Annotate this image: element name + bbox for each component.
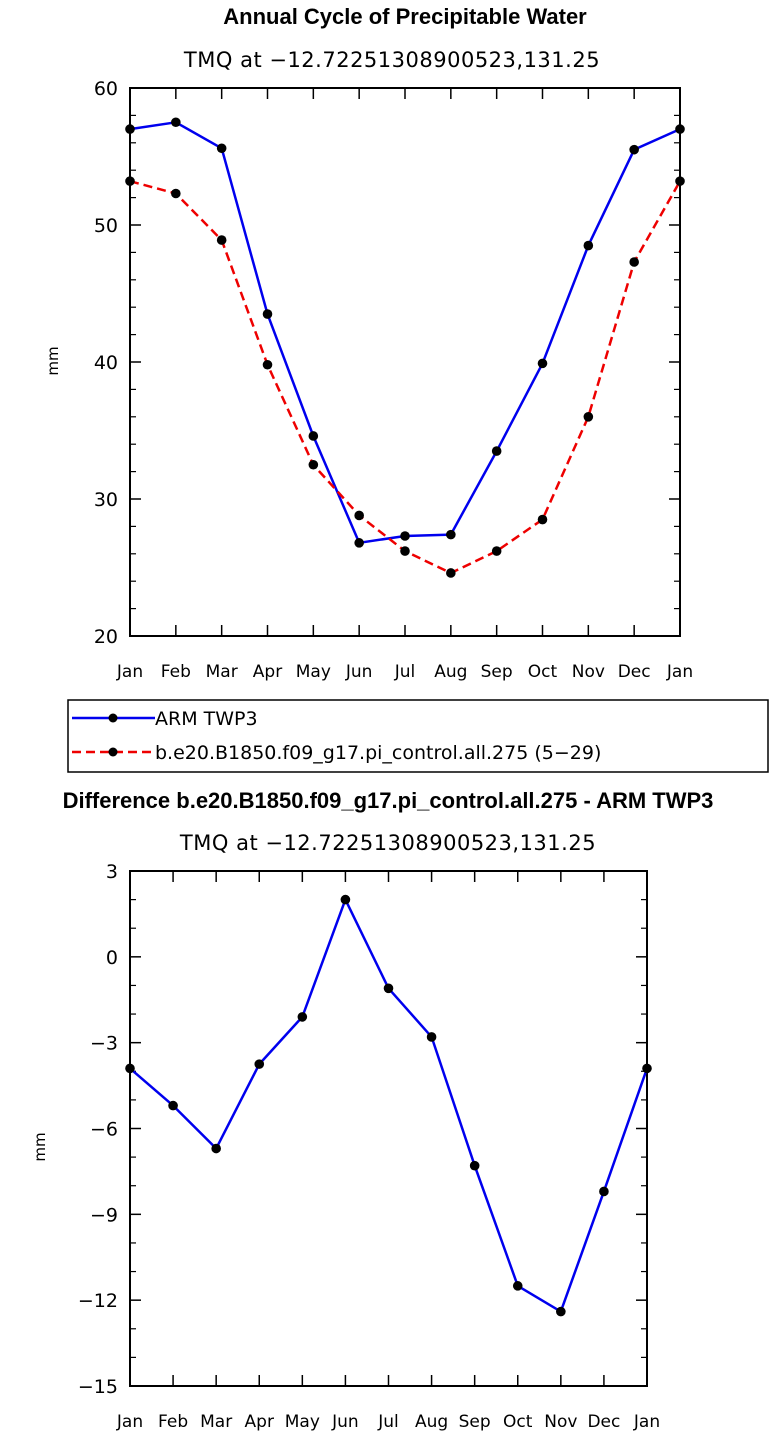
chart2-ylabel: mm — [31, 1132, 49, 1161]
x-tick-label: Jun — [331, 1412, 359, 1432]
chart2-series-1-point — [383, 983, 394, 994]
x-tick-label: May — [296, 662, 331, 682]
chart2-plot: Jan Feb Mar Apr May Jun Jul Aug Sep Oct Nov Dec Jan −… — [78, 861, 660, 1432]
chart1-series-2-point — [491, 546, 502, 556]
legend-marker-arm — [108, 713, 118, 723]
x-tick-label: Oct — [503, 1412, 533, 1432]
y-tick-label: −9 — [90, 1204, 118, 1226]
y-tick-label: 60 — [94, 78, 118, 100]
chart2-series-1-point — [340, 894, 351, 905]
x-tick-label: Jul — [377, 1412, 399, 1432]
x-tick-label: Apr — [253, 662, 282, 682]
chart2-title: Difference b.e20.B1850.f09_g17.pi_contro… — [63, 788, 714, 813]
chart1-series-2-point — [537, 514, 548, 525]
chart1-title: Annual Cycle of Precipitable Water — [223, 4, 587, 29]
legend-label-arm: ARM TWP3 — [155, 708, 258, 730]
chart1-series-1-point — [354, 538, 364, 548]
legend-marker-model — [108, 747, 118, 757]
x-tick-label: Nov — [572, 662, 605, 682]
x-tick-label: Sep — [459, 1412, 491, 1432]
chart2-series-1-point — [168, 1100, 178, 1111]
chart1-series-2-point — [216, 235, 227, 245]
y-tick-label: 20 — [94, 626, 118, 648]
chart1-series-1-point — [446, 529, 456, 540]
chart1-series-2-point — [125, 176, 135, 186]
chart1-series-2-point — [675, 176, 685, 186]
x-tick-label: Jul — [394, 662, 416, 682]
chart2-series-1-point — [297, 1012, 308, 1022]
x-tick-label: Oct — [528, 662, 558, 682]
chart2-series-1-point — [426, 1032, 437, 1042]
x-tick-label: Jan — [116, 662, 143, 682]
y-tick-label: −3 — [90, 1033, 118, 1055]
chart2-series-1-line — [129, 898, 649, 1313]
chart2-series-1-point — [642, 1063, 652, 1074]
x-tick-label: May — [285, 1412, 320, 1432]
x-tick-label: Jan — [666, 662, 693, 682]
chart1-series-1-point — [491, 446, 502, 456]
x-tick-label: Dec — [618, 662, 651, 682]
chart1-series-1-point — [583, 240, 594, 251]
chart2-series-1-point — [254, 1059, 265, 1069]
legend: ARM TWP3 b.e20.B1850.f09_g17.pi_control.… — [67, 699, 769, 773]
chart2-series-1-point — [556, 1306, 566, 1317]
chart1-series-2-line — [129, 179, 682, 575]
chart1-series-1-point — [629, 144, 639, 155]
legend-label-model: b.e20.B1850.f09_g17.pi_control.all.275 (… — [155, 742, 601, 764]
y-tick-label: −15 — [78, 1376, 118, 1398]
x-tick-label: Sep — [481, 662, 513, 682]
chart2-series-1-point — [211, 1143, 221, 1154]
x-tick-label: Aug — [415, 1412, 448, 1432]
y-tick-label: 30 — [94, 489, 118, 511]
chart1-series-2-point — [308, 459, 319, 470]
legend-box — [67, 699, 769, 773]
chart2-series-1-point — [512, 1281, 523, 1291]
chart1-series-2-point — [262, 359, 273, 370]
chart1-series-2-point — [446, 568, 456, 578]
chart2-series-1-point — [469, 1160, 480, 1171]
y-tick-label: 0 — [106, 947, 118, 969]
chart1-series-1-point — [400, 531, 410, 541]
x-tick-label: Feb — [161, 662, 191, 682]
x-tick-label: Dec — [587, 1412, 620, 1432]
x-tick-label: Apr — [245, 1412, 274, 1432]
chart1-series-1-point — [537, 358, 548, 369]
chart1-series-1-line — [129, 121, 681, 545]
chart1-series-1-point — [171, 117, 181, 128]
chart1-series-2-point — [629, 257, 639, 267]
chart2-subtitle: TMQ at −12.72251308900523,131.25 — [179, 831, 596, 855]
y-tick-label: −12 — [78, 1290, 118, 1312]
x-tick-label: Nov — [544, 1412, 577, 1432]
y-tick-label: −6 — [90, 1119, 118, 1141]
chart1-series-1-point — [125, 124, 135, 134]
chart1-series-2-point — [583, 412, 594, 422]
chart1-series-2-point — [171, 188, 181, 199]
x-tick-label: Jan — [116, 1412, 143, 1432]
chart1-series-1-point — [262, 309, 273, 319]
x-tick-label: Feb — [158, 1412, 188, 1432]
chart1-series-1-point — [216, 143, 227, 154]
chart1-plot: Jan Feb Mar Apr May Jun Jul Aug Sep Oct Nov Dec Jan 2… — [94, 78, 693, 682]
x-tick-label: Mar — [206, 662, 238, 682]
chart1-ylabel: mm — [44, 346, 62, 375]
y-tick-label: 3 — [106, 861, 118, 883]
x-tick-label: Mar — [200, 1412, 232, 1432]
chart2-series-1-point — [599, 1186, 609, 1197]
chart1-series-2-point — [400, 546, 410, 556]
chart1-subtitle: TMQ at −12.72251308900523,131.25 — [183, 48, 600, 72]
chart1-series-1-point — [308, 431, 319, 441]
x-tick-label: Aug — [434, 662, 467, 682]
chart1-series-1-point — [675, 124, 685, 134]
chart2-series-1-point — [125, 1063, 135, 1074]
chart2-frame — [129, 870, 648, 1387]
y-tick-label: 40 — [94, 352, 118, 374]
chart1-series-2-point — [354, 510, 364, 521]
y-tick-label: 50 — [94, 215, 118, 237]
x-tick-label: Jan — [633, 1412, 660, 1432]
x-tick-label: Jun — [345, 662, 373, 682]
